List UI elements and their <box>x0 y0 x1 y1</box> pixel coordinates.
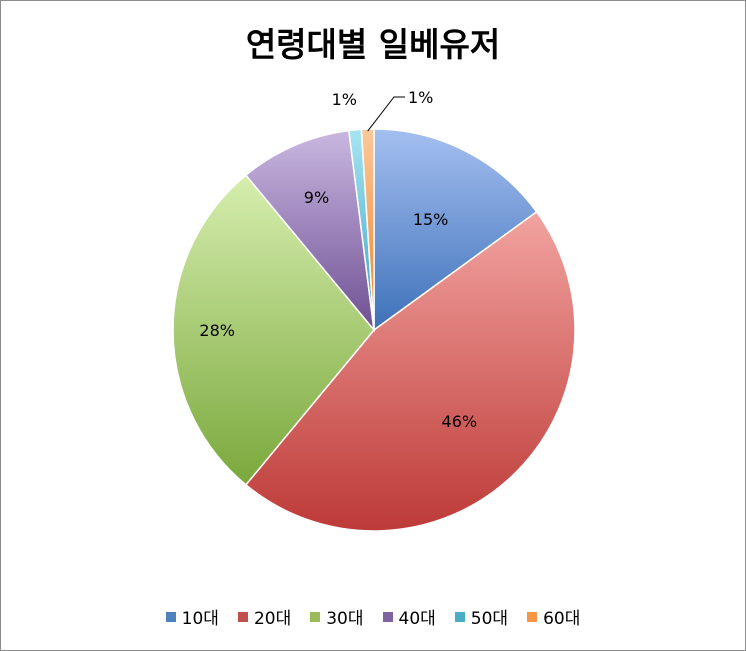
legend-swatch-40대 <box>382 611 393 622</box>
data-label-30대: 28% <box>199 321 235 340</box>
data-label-50대: 1% <box>332 90 357 109</box>
legend-swatch-10대 <box>165 611 176 622</box>
legend-item-10대: 10대 <box>165 604 219 629</box>
legend-swatch-20대 <box>237 611 248 622</box>
leader-line-60대 <box>367 96 405 132</box>
legend-label-20대: 20대 <box>253 609 292 629</box>
chart-legend: 10대 20대 30대 40대 50대 60대 <box>0 604 746 629</box>
legend-label-10대: 10대 <box>181 609 219 629</box>
pie-slice-40대 <box>244 129 376 333</box>
legend-item-20대: 20대 <box>237 604 292 629</box>
legend-swatch-30대 <box>310 611 321 622</box>
chart-title: 연령대별 일베유저 <box>245 25 501 64</box>
pie-slice-30대 <box>172 174 375 486</box>
legend-swatch-50대 <box>454 611 465 622</box>
pie-slice-10대 <box>373 128 538 332</box>
legend-item-60대: 60대 <box>527 604 580 629</box>
data-label-60대: 1% <box>408 88 433 107</box>
legend-item-30대: 30대 <box>310 604 364 629</box>
pie-slice-60대 <box>360 128 375 331</box>
data-label-10대: 15% <box>413 210 449 229</box>
legend-swatch-60대 <box>527 611 538 622</box>
legend-label-50대: 50대 <box>470 609 509 629</box>
data-label-40대: 9% <box>304 188 329 207</box>
legend-item-40대: 40대 <box>382 604 436 629</box>
legend-item-50대: 50대 <box>454 604 509 629</box>
legend-label-30대: 30대 <box>326 609 364 629</box>
legend-label-40대: 40대 <box>398 609 436 629</box>
legend-label-60대: 60대 <box>543 609 581 629</box>
data-label-20대: 46% <box>442 412 478 431</box>
pie-slice-20대 <box>244 210 576 532</box>
